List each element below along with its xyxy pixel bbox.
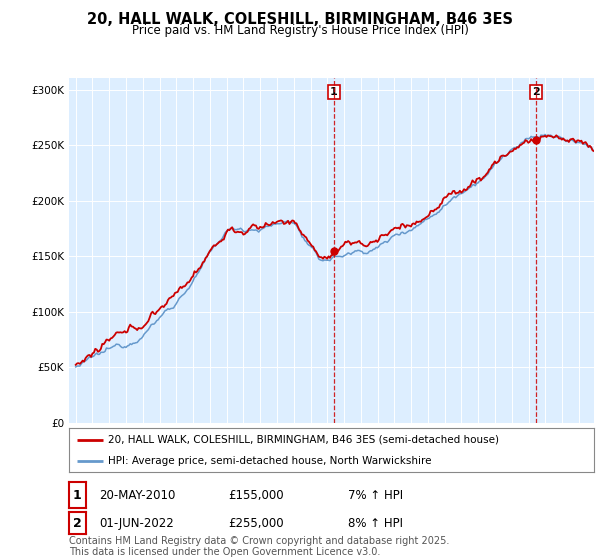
Text: 1: 1	[330, 87, 338, 97]
Text: HPI: Average price, semi-detached house, North Warwickshire: HPI: Average price, semi-detached house,…	[109, 456, 432, 465]
Text: Price paid vs. HM Land Registry's House Price Index (HPI): Price paid vs. HM Land Registry's House …	[131, 24, 469, 36]
Point	[531, 135, 541, 144]
Text: 7% ↑ HPI: 7% ↑ HPI	[348, 488, 403, 502]
Text: 2: 2	[73, 516, 82, 530]
Text: £255,000: £255,000	[228, 516, 284, 530]
Text: Contains HM Land Registry data © Crown copyright and database right 2025.
This d: Contains HM Land Registry data © Crown c…	[69, 535, 449, 557]
Text: 20-MAY-2010: 20-MAY-2010	[99, 488, 175, 502]
Point	[329, 246, 338, 255]
Bar	[334, 78, 600, 423]
Text: £155,000: £155,000	[228, 488, 284, 502]
Text: 01-JUN-2022: 01-JUN-2022	[99, 516, 174, 530]
Text: 8% ↑ HPI: 8% ↑ HPI	[348, 516, 403, 530]
Text: 1: 1	[73, 488, 82, 502]
Text: 20, HALL WALK, COLESHILL, BIRMINGHAM, B46 3ES: 20, HALL WALK, COLESHILL, BIRMINGHAM, B4…	[87, 12, 513, 27]
Text: 20, HALL WALK, COLESHILL, BIRMINGHAM, B46 3ES (semi-detached house): 20, HALL WALK, COLESHILL, BIRMINGHAM, B4…	[109, 435, 499, 445]
Text: 2: 2	[532, 87, 539, 97]
